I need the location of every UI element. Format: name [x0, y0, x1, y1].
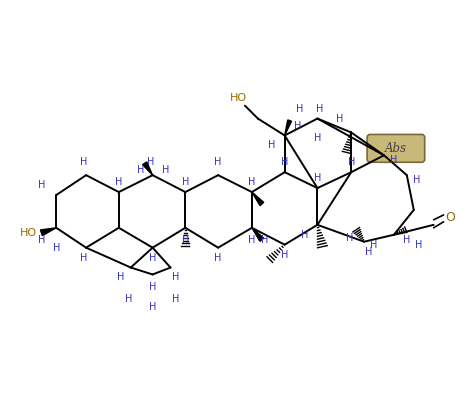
- Polygon shape: [284, 120, 291, 135]
- Text: H: H: [260, 235, 268, 245]
- Text: H: H: [149, 302, 156, 312]
- Text: H: H: [280, 250, 288, 260]
- Text: H: H: [161, 165, 169, 175]
- Text: H: H: [280, 157, 288, 167]
- Text: H: H: [389, 155, 397, 165]
- Text: H: H: [80, 157, 88, 167]
- Text: H: H: [293, 120, 301, 130]
- Text: H: H: [214, 157, 221, 167]
- Text: H: H: [365, 247, 372, 257]
- Text: H: H: [117, 273, 124, 282]
- Text: HO: HO: [229, 93, 246, 103]
- Text: H: H: [147, 157, 154, 167]
- Text: H: H: [295, 104, 303, 114]
- Text: H: H: [347, 157, 354, 167]
- Text: H: H: [335, 114, 342, 124]
- Text: H: H: [315, 104, 322, 114]
- Text: H: H: [214, 253, 221, 263]
- Text: H: H: [402, 235, 410, 245]
- Text: H: H: [149, 282, 156, 292]
- Text: H: H: [345, 233, 352, 243]
- Text: H: H: [171, 273, 179, 282]
- Text: H: H: [248, 177, 255, 187]
- Text: O: O: [445, 211, 455, 224]
- Text: H: H: [137, 165, 144, 175]
- Text: H: H: [313, 133, 320, 143]
- Text: H: H: [268, 140, 275, 150]
- Text: H: H: [149, 253, 156, 263]
- Text: Abs: Abs: [384, 142, 406, 155]
- Text: H: H: [412, 175, 419, 185]
- Text: H: H: [80, 253, 88, 263]
- Text: H: H: [369, 240, 377, 250]
- Polygon shape: [142, 162, 152, 175]
- Polygon shape: [251, 228, 263, 241]
- Text: H: H: [300, 230, 307, 240]
- Text: H: H: [38, 235, 45, 245]
- Polygon shape: [40, 228, 56, 235]
- Text: H: H: [171, 294, 179, 304]
- Text: H: H: [248, 235, 255, 245]
- Text: H: H: [181, 235, 188, 245]
- Text: HO: HO: [20, 228, 37, 238]
- Text: H: H: [115, 177, 122, 187]
- Text: H: H: [313, 173, 320, 183]
- Text: H: H: [414, 240, 422, 250]
- Polygon shape: [251, 192, 263, 205]
- Text: H: H: [125, 294, 132, 304]
- FancyBboxPatch shape: [367, 134, 424, 162]
- Text: H: H: [181, 177, 188, 187]
- Text: H: H: [52, 243, 60, 253]
- Text: H: H: [38, 180, 45, 190]
